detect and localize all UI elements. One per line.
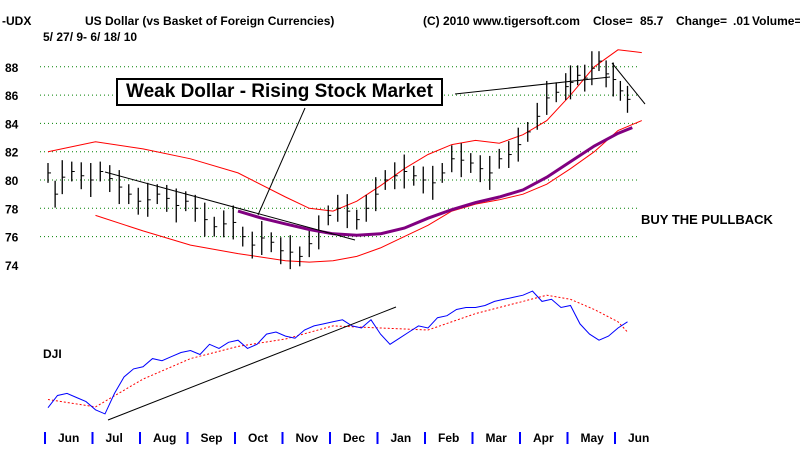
upper-band-line — [47, 49, 642, 212]
month-label-aug: Aug — [153, 431, 176, 445]
month-label-jul: Jul — [106, 431, 123, 445]
buy-note: BUY THE PULLBACK — [641, 212, 773, 227]
month-label-jan: Jan — [391, 431, 412, 445]
month-label-sep: Sep — [201, 431, 223, 445]
y-tick-86: 86 — [5, 89, 19, 103]
top-trend-line — [611, 62, 646, 105]
y-tick-78: 78 — [5, 202, 19, 216]
downtrend-line — [104, 171, 356, 241]
month-label-jun: Jun — [58, 431, 79, 445]
month-label-oct: Oct — [248, 431, 268, 445]
dji-label: DJI — [43, 347, 62, 361]
close-label: Close= — [593, 14, 633, 28]
chart-title: US Dollar (vs Basket of Foreign Currenci… — [85, 14, 335, 28]
price-bars — [47, 51, 631, 270]
callout-box: Weak Dollar - Rising Stock Market — [116, 78, 443, 106]
callout-pointer-left — [257, 107, 306, 216]
month-axis: Jun Jul Aug Sep Oct Nov Dec Jan Feb Mar Apr May Jun — [44, 431, 649, 445]
change-value: .01 — [733, 14, 750, 28]
y-tick-76: 76 — [5, 231, 19, 245]
month-label-jun: Jun — [628, 431, 649, 445]
month-label-apr: Apr — [533, 431, 554, 445]
month-label-nov: Nov — [296, 431, 319, 445]
date-range: 5/ 27/ 9- 6/ 18/ 10 — [43, 30, 138, 44]
annotation-lines — [104, 62, 646, 241]
month-label-dec: Dec — [343, 431, 365, 445]
y-axis-tick-labels: 74 76 78 80 82 84 86 88 — [5, 61, 19, 273]
volume-label: Volume= — [752, 14, 800, 28]
y-tick-82: 82 — [5, 146, 19, 160]
close-value: 85.7 — [640, 14, 664, 28]
y-tick-74: 74 — [5, 259, 19, 273]
y-tick-88: 88 — [5, 61, 19, 75]
change-label: Change= — [676, 14, 728, 28]
y-tick-80: 80 — [5, 174, 19, 188]
symbol-label: -UDX — [2, 14, 32, 28]
moving-average-line — [237, 126, 633, 237]
month-label-may: May — [581, 431, 605, 445]
dji-moving-average-line — [47, 294, 628, 408]
y-tick-84: 84 — [5, 117, 19, 131]
copyright: (C) 2010 www.tigersoft.com — [423, 14, 580, 28]
lower-band-line — [95, 120, 642, 263]
month-label-mar: Mar — [486, 431, 508, 445]
month-label-feb: Feb — [438, 431, 459, 445]
moving-average — [237, 126, 633, 237]
dji-line — [47, 290, 628, 415]
dji-panel — [47, 290, 628, 421]
callout-pointer-right — [454, 76, 611, 95]
dji-trend-line — [107, 306, 397, 421]
